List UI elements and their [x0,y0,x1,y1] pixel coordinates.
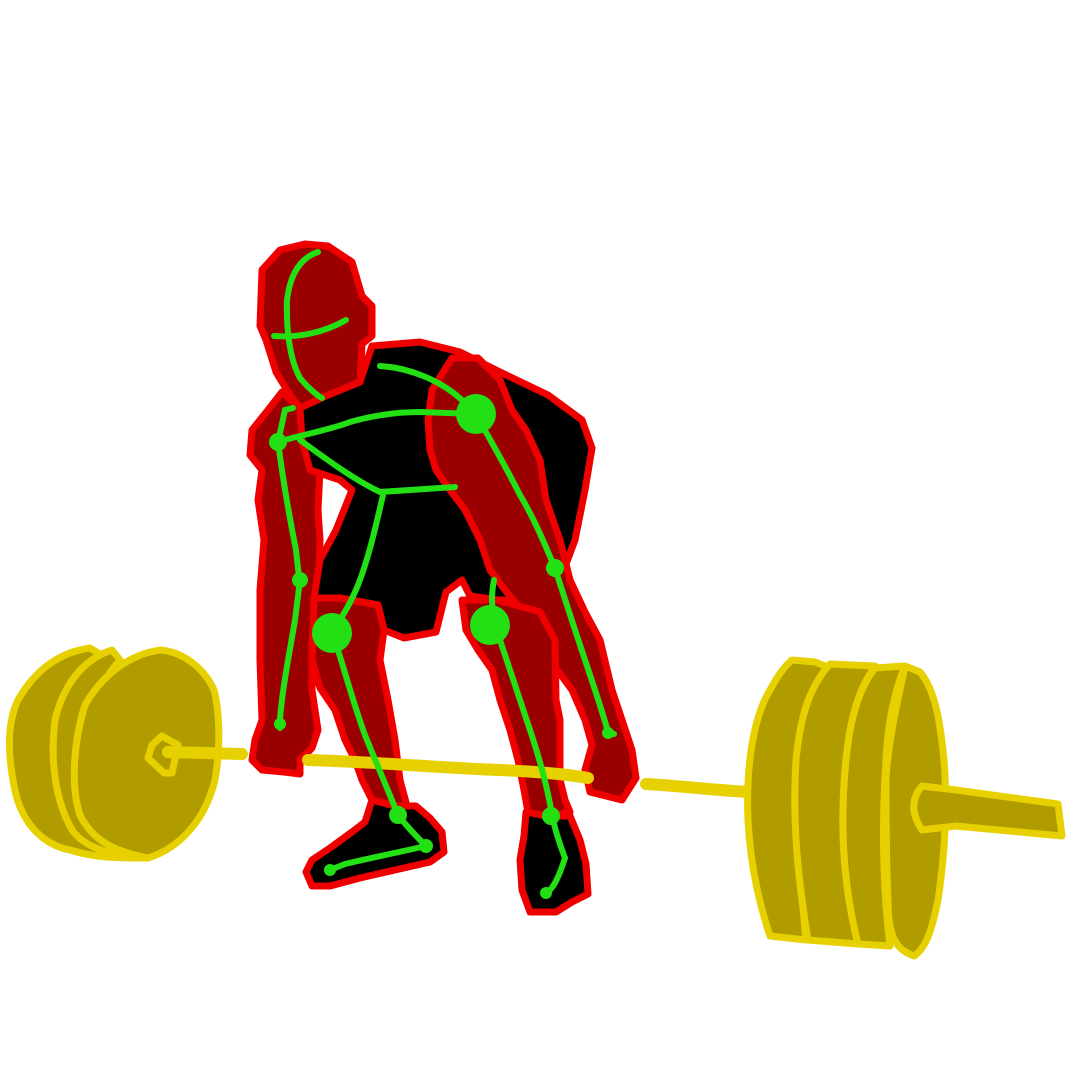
joint-right-elbow [546,559,564,577]
left-plates [6,644,223,862]
skeleton-face-line [271,317,349,340]
lifter-right-arm [424,354,640,804]
skeleton-back-arc [377,363,479,417]
joint-right-knee [542,807,560,825]
joint-left-toe [324,864,336,876]
lifter-right-shoe [516,808,592,916]
right-plate-sleeve [910,782,1066,840]
skeleton-shoulder-line [275,408,479,445]
lifter-left-arm [246,388,324,778]
skeleton-head-line [283,249,325,401]
right-plates [744,656,1066,960]
bar-shaft-left [302,754,594,784]
joint-right-hip [470,605,510,645]
joint-right-wrist [602,727,614,739]
joint-left-wrist [274,718,286,730]
joint-left-ankle [419,839,433,853]
joint-left-hip [312,613,352,653]
joint-left-shoulder [269,433,287,451]
joint-left-elbow [292,572,308,588]
skeleton-spine [297,437,458,496]
pose-joints [269,394,614,899]
joint-left-knee [389,806,407,824]
joint-right-shoulder [456,394,496,434]
left-bar-sleeve [162,746,248,760]
skeleton-left-upper-arm [275,405,296,445]
joint-right-ankle [540,887,552,899]
bar-shaft-right [640,778,754,798]
barbell [302,754,754,798]
